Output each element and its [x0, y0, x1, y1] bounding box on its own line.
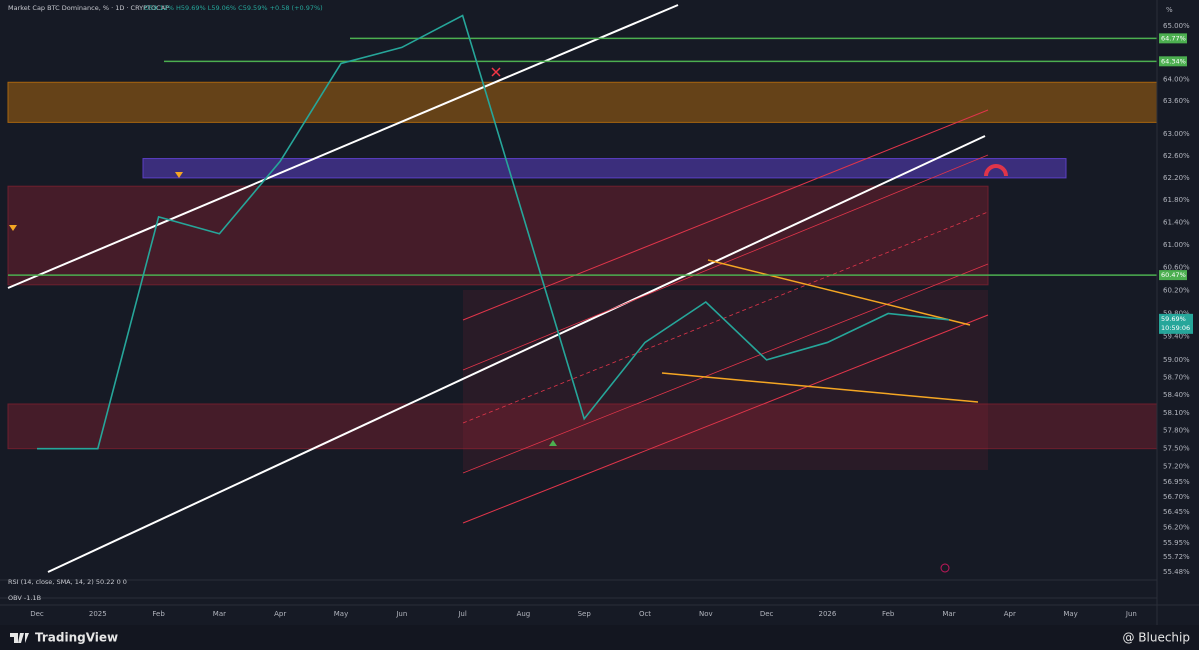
x-tick-label: Feb — [882, 610, 895, 618]
x-tick-label: 2025 — [89, 610, 107, 618]
y-tick-label: 58.10% — [1163, 409, 1190, 417]
y-tick-label: 59.00% — [1163, 356, 1190, 364]
level-tag — [1159, 33, 1187, 44]
brand-logo — [10, 633, 29, 643]
y-tick-label: 60.20% — [1163, 287, 1190, 295]
x-tick-label: Nov — [699, 610, 713, 618]
y-tick-label: 56.20% — [1163, 523, 1190, 531]
y-tick-label: 63.60% — [1163, 97, 1190, 105]
y-tick-label: 57.80% — [1163, 427, 1190, 435]
y-tick-label: 55.72% — [1163, 553, 1190, 561]
countdown: 10:59:06 — [1161, 324, 1190, 332]
x-tick-label: Jul — [457, 610, 467, 618]
brand[interactable]: TradingView — [35, 631, 118, 645]
y-tick-label: 58.40% — [1163, 391, 1190, 399]
x-tick-label: Dec — [30, 610, 44, 618]
last-price-tag — [1159, 313, 1193, 334]
y-tick-label: 57.50% — [1163, 445, 1190, 453]
zone — [142, 158, 1067, 179]
x-tick-label: May — [1063, 610, 1077, 618]
y-tick-label: 61.80% — [1163, 196, 1190, 204]
y-tick-label: 62.20% — [1163, 174, 1190, 182]
y-tick-label: 65.00% — [1163, 22, 1190, 30]
x-tick-label: Mar — [213, 610, 226, 618]
x-tick-label: Feb — [152, 610, 165, 618]
y-tick-label: 62.60% — [1163, 152, 1190, 160]
x-tick-label: Sep — [578, 610, 592, 618]
x-tick-label: 2026 — [818, 610, 836, 618]
zone — [7, 81, 1158, 123]
x-tick-label: Mar — [942, 610, 955, 618]
y-tick-label: 56.45% — [1163, 508, 1190, 516]
x-tick-label: Aug — [517, 610, 531, 618]
y-tick-label: 63.00% — [1163, 130, 1190, 138]
y-tick-label: 55.48% — [1163, 568, 1190, 576]
chart-title: Market Cap BTC Dominance, % · 1D · CRYPT… — [8, 4, 169, 12]
level-label: 64.77% — [1161, 34, 1186, 42]
y-tick-label: 61.00% — [1163, 241, 1190, 249]
y-tick-label: 57.20% — [1163, 463, 1190, 471]
x-tick-label: Jun — [1125, 610, 1137, 618]
y-tick-label: 61.40% — [1163, 219, 1190, 227]
level-tag — [1159, 56, 1187, 67]
price-line — [37, 14, 950, 450]
x-tick-label: Apr — [1004, 610, 1016, 618]
x-tick-label: May — [334, 610, 348, 618]
x-tick-label: Jun — [395, 610, 407, 618]
y-tick-label: 59.40% — [1163, 333, 1190, 341]
level-label: 60.47% — [1161, 271, 1186, 279]
x-tick-label: Apr — [274, 610, 286, 618]
credit: @ Bluechip — [1122, 631, 1190, 645]
x-tick-label: Oct — [639, 610, 651, 618]
y-tick-label: 59.80% — [1163, 310, 1190, 318]
indicator-rsi[interactable]: RSI (14, close, SMA, 14, 2) 50.22 0 0 — [8, 578, 127, 586]
level-label: 64.34% — [1161, 57, 1186, 65]
zone — [7, 185, 989, 286]
unit-label[interactable]: % — [1166, 6, 1173, 14]
ohlc: O59.12% H59.69% L59.06% C59.59% +0.58 (+… — [144, 4, 323, 12]
level-tag — [1159, 270, 1187, 281]
y-tick-label: 64.00% — [1163, 76, 1190, 84]
y-tick-label: 56.70% — [1163, 493, 1190, 501]
y-tick-label: 56.95% — [1163, 478, 1190, 486]
last-price: 59.69% — [1161, 315, 1186, 323]
y-tick-label: 58.70% — [1163, 373, 1190, 381]
y-tick-label: 55.95% — [1163, 539, 1190, 547]
indicator-obv[interactable]: OBV -1.1B — [8, 594, 41, 602]
x-tick-label: Dec — [760, 610, 774, 618]
y-tick-label: 60.60% — [1163, 264, 1190, 272]
footer — [0, 625, 1199, 650]
